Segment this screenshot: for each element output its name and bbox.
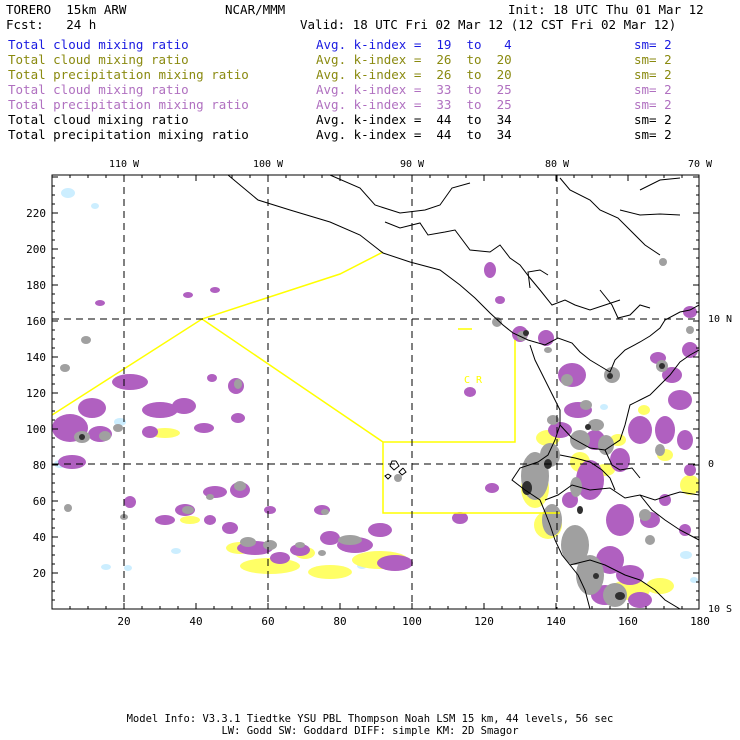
legend-row: Total precipitation mixing ratio Avg. k-… bbox=[8, 67, 728, 82]
lon-label: 100 W bbox=[253, 159, 284, 170]
x-tick-label: 120 bbox=[474, 615, 494, 628]
x-tick-label: 160 bbox=[618, 615, 638, 628]
legend-label: Total precipitation mixing ratio bbox=[8, 97, 249, 112]
legend-row: Total cloud mixing ratio Avg. k-index = … bbox=[8, 112, 728, 127]
physics-info: LW: Godd SW: Goddard DIFF: simple KM: 2D… bbox=[221, 725, 519, 737]
legend-index: Avg. k-index = 33 to 25 bbox=[316, 97, 512, 112]
model-info: Model Info: V3.3.1 Tiedtke YSU PBL Thomp… bbox=[126, 713, 614, 725]
map-fields bbox=[52, 175, 699, 609]
x-tick-label: 60 bbox=[261, 615, 274, 628]
legend-label: Total cloud mixing ratio bbox=[8, 112, 189, 127]
legend-index: Avg. k-index = 26 to 20 bbox=[316, 67, 512, 82]
x-tick-label: 100 bbox=[402, 615, 422, 628]
lon-label: 90 W bbox=[400, 159, 425, 170]
legend-smooth: sm= 2 bbox=[634, 127, 672, 142]
y-tick-label: 180 bbox=[26, 279, 46, 292]
legend-label: Total cloud mixing ratio bbox=[8, 37, 189, 52]
x-axis-labels: 2040608010012014016018020022024026028030… bbox=[117, 615, 710, 628]
legend-row: Total cloud mixing ratio Avg. k-index = … bbox=[8, 82, 728, 97]
legend-index: Avg. k-index = 44 to 34 bbox=[316, 127, 512, 142]
lon-label: 110 W bbox=[109, 159, 140, 170]
y-tick-label: 60 bbox=[33, 495, 46, 508]
country-label: C R bbox=[464, 375, 483, 386]
legend-smooth: sm= 2 bbox=[634, 37, 672, 52]
latlon-grid bbox=[52, 175, 699, 609]
y-tick-label: 220 bbox=[26, 207, 46, 220]
y-axis-labels: 20 40 60 80 100 120 140 160 180 200 220 bbox=[26, 207, 46, 580]
y-tick-label: 120 bbox=[26, 387, 46, 400]
y-tick-label: 20 bbox=[33, 567, 46, 580]
legend-label: Total precipitation mixing ratio bbox=[8, 127, 249, 142]
legend-index: Avg. k-index = 33 to 25 bbox=[316, 82, 512, 97]
center-name: NCAR/MMM bbox=[225, 2, 286, 17]
yellow-boundaries bbox=[52, 251, 560, 514]
legend-smooth: sm= 2 bbox=[634, 82, 672, 97]
y-tick-label: 80 bbox=[33, 459, 46, 472]
legend-smooth: sm= 2 bbox=[634, 112, 672, 127]
x-tick-label: 80 bbox=[333, 615, 346, 628]
legend-label: Total precipitation mixing ratio bbox=[8, 67, 249, 82]
legend-smooth: sm= 2 bbox=[634, 52, 672, 67]
model-name: TORERO 15km ARW bbox=[6, 2, 127, 17]
legend-index: Avg. k-index = 44 to 34 bbox=[316, 112, 512, 127]
lat-label: 10 S bbox=[708, 604, 732, 615]
legend-index: Avg. k-index = 26 to 20 bbox=[316, 52, 512, 67]
y-tick-label: 160 bbox=[26, 315, 46, 328]
legend-smooth: sm= 2 bbox=[634, 97, 672, 112]
legend-row: Total cloud mixing ratio Avg. k-index = … bbox=[8, 37, 728, 52]
legend-row: Total cloud mixing ratio Avg. k-index = … bbox=[8, 52, 728, 67]
map-frame bbox=[51, 174, 700, 610]
x-tick-label: 140 bbox=[546, 615, 566, 628]
x-tick-label: 40 bbox=[189, 615, 202, 628]
legend-label: Total cloud mixing ratio bbox=[8, 82, 189, 97]
y-tick-label: 140 bbox=[26, 351, 46, 364]
x-tick-label: 180 bbox=[690, 615, 710, 628]
legend-row: Total precipitation mixing ratio Avg. k-… bbox=[8, 97, 728, 112]
lon-label: 70 W bbox=[688, 159, 713, 170]
lat-label: 10 N bbox=[708, 314, 732, 325]
y-tick-label: 200 bbox=[26, 243, 46, 256]
valid-time: Valid: 18 UTC Fri 02 Mar 12 (12 CST Fri … bbox=[300, 17, 677, 32]
legend-smooth: sm= 2 bbox=[634, 67, 672, 82]
forecast-hour: Fcst: 24 h bbox=[6, 17, 97, 32]
lon-label: 80 W bbox=[545, 159, 570, 170]
legend-index: Avg. k-index = 19 to 4 bbox=[316, 37, 512, 52]
field-dark bbox=[79, 330, 665, 600]
field-gray bbox=[60, 258, 694, 607]
legend-row: Total precipitation mixing ratio Avg. k-… bbox=[8, 127, 728, 142]
legend-label: Total cloud mixing ratio bbox=[8, 52, 189, 67]
y-tick-label: 40 bbox=[33, 531, 46, 544]
x-tick-label: 20 bbox=[117, 615, 130, 628]
y-tick-label: 100 bbox=[26, 423, 46, 436]
init-time: Init: 18 UTC Thu 01 Mar 12 bbox=[508, 2, 704, 17]
lat-label: 0 bbox=[708, 459, 714, 470]
coastlines bbox=[227, 175, 699, 609]
axis-ticks bbox=[52, 175, 699, 609]
